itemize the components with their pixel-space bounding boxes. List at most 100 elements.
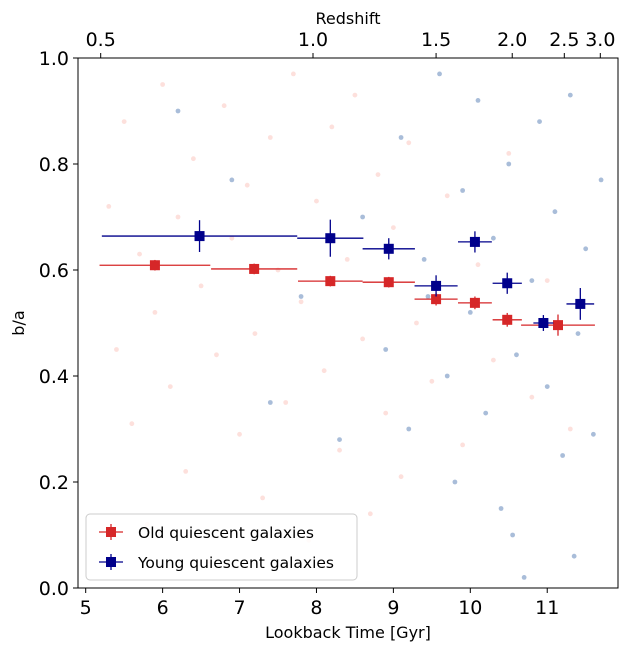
x2-tick-label: 1.5	[421, 29, 451, 51]
background-point	[475, 98, 481, 103]
background-point	[490, 357, 496, 363]
background-point	[267, 135, 273, 140]
background-point	[175, 214, 181, 220]
background-point	[398, 135, 404, 140]
background-point	[106, 204, 112, 209]
background-point	[421, 257, 427, 262]
y-tick-label: 0.8	[39, 154, 69, 176]
background-point	[590, 431, 596, 437]
background-point	[406, 140, 412, 146]
background-point	[475, 262, 481, 268]
background-point	[352, 92, 358, 98]
background-point	[398, 474, 404, 480]
x-tick-label: 6	[157, 597, 169, 619]
background-point	[514, 352, 519, 358]
background-point	[460, 188, 466, 193]
background-point	[267, 400, 273, 405]
background-point	[360, 214, 366, 220]
background-point	[506, 161, 512, 167]
background-point	[583, 246, 589, 252]
marker	[149, 260, 160, 271]
x-tick-label: 7	[233, 597, 245, 619]
background-point	[452, 479, 458, 485]
legend-box	[85, 513, 358, 581]
background-point	[290, 71, 296, 77]
marker	[325, 276, 336, 287]
background-point	[560, 453, 566, 458]
background-point	[490, 235, 496, 241]
background-point	[483, 410, 489, 416]
background-point	[198, 283, 204, 289]
background-point	[544, 278, 550, 283]
background-point	[152, 310, 158, 315]
x2-tick-label: 3.0	[585, 29, 615, 51]
x-tick-label: 5	[80, 597, 92, 619]
background-point	[552, 209, 558, 215]
x2-tick-label: 0.5	[86, 29, 116, 51]
background-point	[567, 92, 573, 98]
background-point	[121, 119, 127, 124]
background-point	[283, 400, 289, 405]
background-point	[221, 103, 227, 109]
x2-tick-label: 2.5	[549, 29, 579, 51]
marker	[325, 233, 336, 244]
background-point	[375, 172, 381, 178]
background-point	[529, 278, 535, 283]
background-point	[183, 469, 189, 474]
background-point	[429, 378, 435, 384]
background-point	[437, 71, 442, 77]
marker	[575, 298, 586, 309]
background-point	[167, 384, 173, 389]
marker	[469, 236, 480, 247]
legend-label: Old quiescent galaxies	[138, 524, 314, 542]
background-point	[344, 257, 350, 262]
x-tick-label: 8	[310, 597, 322, 619]
marker	[502, 314, 513, 325]
marker	[431, 280, 442, 291]
background-point	[329, 124, 335, 130]
plot-frame	[77, 57, 619, 589]
background-point	[460, 442, 466, 448]
marker	[383, 277, 394, 288]
marker	[383, 243, 394, 254]
background-point	[229, 235, 235, 241]
y-axis-label: b/a	[9, 310, 28, 335]
background-point	[544, 384, 550, 389]
background-point	[444, 193, 450, 199]
background-point	[444, 373, 450, 379]
marker	[431, 294, 442, 305]
x-tick-label: 10	[458, 597, 482, 619]
background-point	[190, 156, 196, 162]
background-point	[321, 368, 327, 374]
background-point	[571, 553, 577, 559]
background-point	[383, 410, 389, 416]
background-point	[406, 426, 412, 432]
y-tick-label: 0.0	[39, 578, 69, 600]
x-tick-label: 11	[535, 597, 559, 619]
background-points	[175, 71, 604, 580]
background-point	[229, 177, 235, 183]
y-tick-label: 0.4	[39, 366, 69, 388]
background-point	[129, 421, 135, 427]
background-point	[467, 310, 473, 315]
background-point	[537, 119, 542, 124]
background-point	[567, 426, 573, 432]
background-point	[367, 511, 373, 517]
background-point	[160, 82, 166, 87]
x-axis-label: Lookback Time [Gyr]	[265, 623, 431, 642]
background-point	[598, 177, 604, 183]
background-point	[252, 331, 258, 336]
x2-tick-label: 2.0	[497, 29, 527, 51]
background-point	[298, 299, 304, 305]
background-point	[510, 532, 516, 538]
background-point	[498, 506, 504, 511]
background-point	[237, 431, 242, 437]
background-point	[175, 108, 181, 114]
legend-label: Young quiescent galaxies	[137, 554, 334, 572]
marker	[553, 320, 563, 331]
marker	[502, 278, 513, 289]
background-point	[337, 447, 342, 453]
legend-marker	[106, 527, 116, 537]
x2-axis-label: Redshift	[316, 9, 381, 28]
